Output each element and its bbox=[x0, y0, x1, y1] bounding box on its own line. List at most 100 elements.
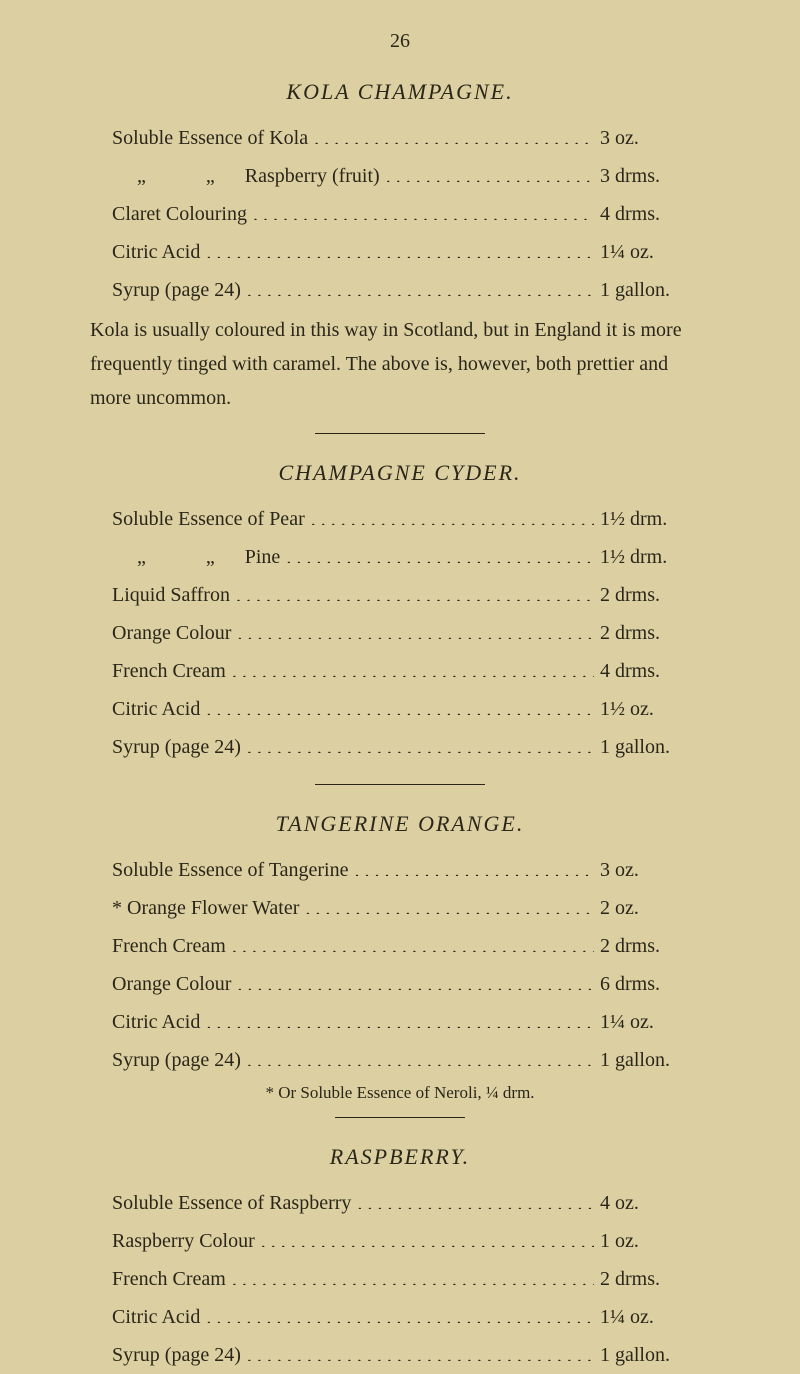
leader-dots bbox=[206, 234, 594, 258]
leader-dots bbox=[237, 966, 594, 990]
ingredient-line: Claret Colouring 4 drms. bbox=[112, 195, 710, 233]
leader-dots bbox=[232, 653, 594, 677]
leader-dots bbox=[357, 1185, 594, 1209]
divider bbox=[335, 1117, 465, 1118]
ingredient-amount: 1¼ oz. bbox=[600, 233, 710, 271]
leader-dots bbox=[314, 120, 594, 144]
leader-dots bbox=[247, 1337, 594, 1361]
ingredient-line: Citric Acid 1½ oz. bbox=[112, 690, 710, 728]
ingredient-line: Syrup (page 24) 1 gallon. bbox=[112, 1041, 710, 1079]
ingredient-amount: 1½ oz. bbox=[600, 690, 710, 728]
divider bbox=[315, 784, 485, 785]
ingredient-line: Soluble Essence of Kola 3 oz. bbox=[112, 119, 710, 157]
leader-dots bbox=[237, 615, 594, 639]
ingredient-line: * Orange Flower Water 2 oz. bbox=[112, 889, 710, 927]
leader-dots bbox=[236, 577, 594, 601]
ingredient-amount: 2 oz. bbox=[600, 889, 710, 927]
leader-dots bbox=[247, 729, 594, 753]
leader-dots bbox=[386, 158, 594, 182]
ingredient-amount: 6 drms. bbox=[600, 965, 710, 1003]
ingredient-amount: 1 gallon. bbox=[600, 1336, 710, 1374]
leader-dots bbox=[355, 852, 595, 876]
recipe-tangerine-orange: TANGERINE ORANGE. Soluble Essence of Tan… bbox=[90, 811, 710, 1103]
ingredient-name: Soluble Essence of Pear bbox=[112, 500, 305, 538]
leader-dots bbox=[261, 1223, 594, 1247]
ingredient-line: French Cream 4 drms. bbox=[112, 652, 710, 690]
ingredient-name: Syrup (page 24) bbox=[112, 728, 241, 766]
ingredient-name: Syrup (page 24) bbox=[112, 271, 241, 309]
ingredient-line: Raspberry Colour 1 oz. bbox=[112, 1222, 710, 1260]
ingredient-line: „ „ Pine 1½ drm. bbox=[112, 538, 710, 576]
leader-dots bbox=[232, 928, 594, 952]
ingredient-name: * Orange Flower Water bbox=[112, 889, 299, 927]
ingredient-name: Citric Acid bbox=[112, 1298, 200, 1336]
ingredient-amount: 2 drms. bbox=[600, 927, 710, 965]
ingredient-amount: 1 gallon. bbox=[600, 271, 710, 309]
ingredient-amount: 1 gallon. bbox=[600, 1041, 710, 1079]
page-number: 26 bbox=[90, 30, 710, 53]
leader-dots bbox=[232, 1261, 594, 1285]
ingredient-name: Syrup (page 24) bbox=[112, 1336, 241, 1374]
leader-dots bbox=[286, 539, 594, 563]
ingredient-line: Soluble Essence of Pear 1½ drm. bbox=[112, 500, 710, 538]
ingredient-line: Orange Colour 2 drms. bbox=[112, 614, 710, 652]
ingredient-amount: 4 drms. bbox=[600, 195, 710, 233]
recipe-title: KOLA CHAMPAGNE. bbox=[90, 79, 710, 105]
ingredient-name: „ „ Raspberry (fruit) bbox=[112, 157, 380, 195]
ingredient-amount: 3 oz. bbox=[600, 119, 710, 157]
ingredient-line: Syrup (page 24) 1 gallon. bbox=[112, 1336, 710, 1374]
ingredient-line: „ „ Raspberry (fruit) 3 drms. bbox=[112, 157, 710, 195]
ingredient-name: Orange Colour bbox=[112, 614, 231, 652]
ingredient-name: Claret Colouring bbox=[112, 195, 247, 233]
divider bbox=[315, 433, 485, 434]
ingredient-amount: 1 oz. bbox=[600, 1222, 710, 1260]
ingredient-line: Syrup (page 24) 1 gallon. bbox=[112, 728, 710, 766]
ingredient-amount: 2 drms. bbox=[600, 576, 710, 614]
ingredient-name: Citric Acid bbox=[112, 233, 200, 271]
leader-dots bbox=[247, 1042, 594, 1066]
ingredient-name: Citric Acid bbox=[112, 690, 200, 728]
recipe-title: TANGERINE ORANGE. bbox=[90, 811, 710, 837]
ingredient-line: Liquid Saffron 2 drms. bbox=[112, 576, 710, 614]
leader-dots bbox=[247, 272, 594, 296]
ingredient-line: Citric Acid 1¼ oz. bbox=[112, 233, 710, 271]
ingredient-name: French Cream bbox=[112, 1260, 226, 1298]
ingredient-name: French Cream bbox=[112, 927, 226, 965]
ingredient-name: Soluble Essence of Tangerine bbox=[112, 851, 349, 889]
recipe-raspberry: RASPBERRY. Soluble Essence of Raspberry … bbox=[90, 1144, 710, 1374]
recipe-footnote: * Or Soluble Essence of Neroli, ¼ drm. bbox=[90, 1083, 710, 1103]
ingredient-line: French Cream 2 drms. bbox=[112, 927, 710, 965]
recipe-note: Kola is usually coloured in this way in … bbox=[90, 313, 710, 415]
ingredient-amount: 4 oz. bbox=[600, 1184, 710, 1222]
ingredient-name: „ „ Pine bbox=[112, 538, 280, 576]
leader-dots bbox=[253, 196, 594, 220]
ingredient-amount: 1 gallon. bbox=[600, 728, 710, 766]
ingredient-name: Soluble Essence of Raspberry bbox=[112, 1184, 351, 1222]
leader-dots bbox=[206, 1004, 594, 1028]
ingredient-amount: 2 drms. bbox=[600, 614, 710, 652]
recipe-title: RASPBERRY. bbox=[90, 1144, 710, 1170]
ingredient-name: Raspberry Colour bbox=[112, 1222, 255, 1260]
ingredient-name: Orange Colour bbox=[112, 965, 231, 1003]
ingredient-amount: 1½ drm. bbox=[600, 538, 710, 576]
ingredient-line: Soluble Essence of Raspberry 4 oz. bbox=[112, 1184, 710, 1222]
ingredient-line: French Cream 2 drms. bbox=[112, 1260, 710, 1298]
ingredient-name: Citric Acid bbox=[112, 1003, 200, 1041]
leader-dots bbox=[305, 890, 594, 914]
recipe-title: CHAMPAGNE CYDER. bbox=[90, 460, 710, 486]
ingredient-amount: 1¼ oz. bbox=[600, 1298, 710, 1336]
ingredient-amount: 1½ drm. bbox=[600, 500, 710, 538]
ingredient-amount: 3 oz. bbox=[600, 851, 710, 889]
ingredient-amount: 2 drms. bbox=[600, 1260, 710, 1298]
ingredient-line: Soluble Essence of Tangerine 3 oz. bbox=[112, 851, 710, 889]
recipe-champagne-cyder: CHAMPAGNE CYDER. Soluble Essence of Pear… bbox=[90, 460, 710, 766]
ingredient-amount: 3 drms. bbox=[600, 157, 710, 195]
leader-dots bbox=[206, 691, 594, 715]
ingredient-name: Soluble Essence of Kola bbox=[112, 119, 308, 157]
ingredient-line: Citric Acid 1¼ oz. bbox=[112, 1298, 710, 1336]
ingredient-line: Citric Acid 1¼ oz. bbox=[112, 1003, 710, 1041]
ingredient-amount: 4 drms. bbox=[600, 652, 710, 690]
recipe-kola-champagne: KOLA CHAMPAGNE. Soluble Essence of Kola … bbox=[90, 79, 710, 415]
leader-dots bbox=[206, 1299, 594, 1323]
ingredient-amount: 1¼ oz. bbox=[600, 1003, 710, 1041]
